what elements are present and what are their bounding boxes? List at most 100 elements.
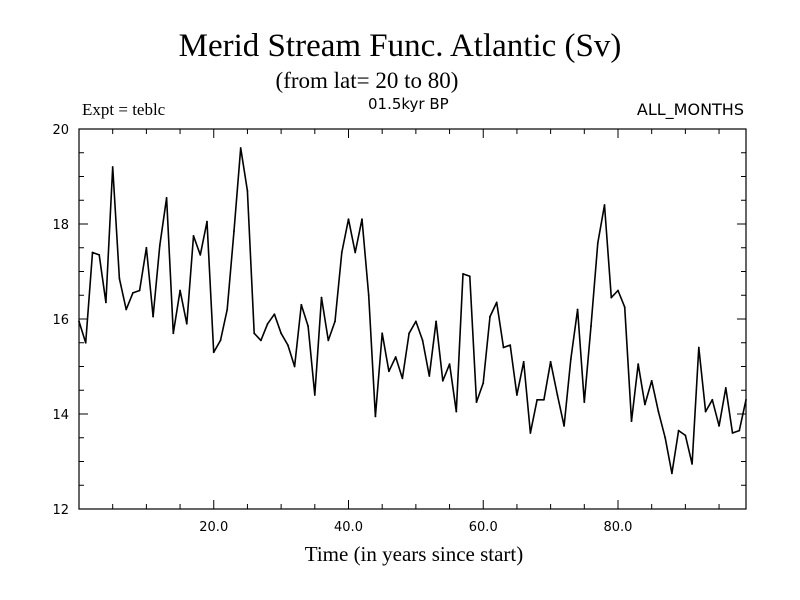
data-point [428,375,431,377]
y-tick-label: 18 [52,218,69,233]
data-point [179,289,181,292]
data-point [266,322,269,325]
data-point [495,301,498,304]
data-point [212,351,215,354]
period-label: 01.5kyr BP [368,95,449,113]
data-point [165,196,168,199]
data-point [361,218,363,221]
x-tick-label: 20.0 [199,520,228,535]
y-tick-label: 14 [52,408,69,423]
data-point [637,363,640,366]
data-point [354,251,357,254]
data-point [441,379,444,382]
chart-subtitle: (from lat= 20 to 80) [275,68,459,93]
y-tick-label: 16 [52,313,69,328]
data-point [677,429,680,432]
data-point [98,253,101,256]
data-point [448,363,451,366]
data-point [489,315,491,318]
data-point [219,339,222,342]
data-point [468,275,471,278]
data-point [367,294,370,297]
data-point [105,301,107,304]
data-point [576,308,579,311]
data-point [623,306,626,309]
data-point [583,401,586,404]
data-point [246,189,249,192]
data-point [691,462,694,465]
data-point [111,166,114,168]
plot-frame [78,128,747,510]
data-point [657,410,660,413]
data-point [421,339,424,342]
data-point [590,325,592,328]
data-point [569,358,572,361]
months-label: ALL_MONTHS [636,100,744,119]
data-point [724,386,727,389]
x-tick-label: 40.0 [334,520,363,535]
data-point [185,322,188,325]
data-point [455,410,458,413]
experiment-label: Expt = teblc [82,100,166,119]
data-point [414,320,417,323]
data-point [644,403,646,406]
data-point [718,424,720,427]
data-point [522,360,525,363]
x-tick-label: 60.0 [469,520,498,535]
data-point [502,346,505,349]
data-point [320,296,323,299]
data-point [475,401,478,404]
data-point [125,308,128,311]
x-axis-label: Time (in years since start) [304,542,524,566]
data-point [711,398,714,401]
data-point [91,251,94,254]
data-point [381,332,384,335]
data-point [529,432,532,434]
data-point [158,244,161,247]
data-point [374,415,377,418]
data-point [610,296,613,299]
data-point [542,398,545,401]
data-point [118,277,121,280]
data-point [260,339,262,342]
data-point [482,382,485,385]
data-point [704,410,707,413]
data-point [300,303,303,306]
data-point [388,370,390,373]
data-point [745,398,747,401]
data-point [138,289,141,292]
data-point [731,432,734,434]
data-point [199,253,202,256]
data-point [131,291,134,294]
data-point [462,272,464,275]
data-point [253,332,256,335]
x-tick-label: 80.0 [604,520,633,535]
data-point [78,320,80,323]
data-point [670,472,673,475]
data-point [516,394,518,396]
data-point [347,218,350,221]
y-tick-label: 12 [52,503,69,518]
data-point [145,246,148,249]
data-point [738,429,741,432]
data-point [630,420,633,423]
data-point [556,394,559,396]
data-point [563,424,565,427]
data-point [239,147,242,149]
data-point [273,313,276,316]
series-line [78,147,747,475]
data-point [603,204,606,206]
data-point [84,341,87,344]
data-point [401,377,404,380]
data-point [293,365,296,368]
data-point [307,325,309,328]
data-point [509,344,512,347]
data-point [650,379,653,382]
data-point [152,315,155,318]
chart-title: Merid Stream Func. Atlantic (Sv) [178,28,622,64]
data-point [280,332,283,335]
data-point [334,320,336,323]
y-tick-label: 20 [52,123,69,138]
data-point [664,436,667,439]
